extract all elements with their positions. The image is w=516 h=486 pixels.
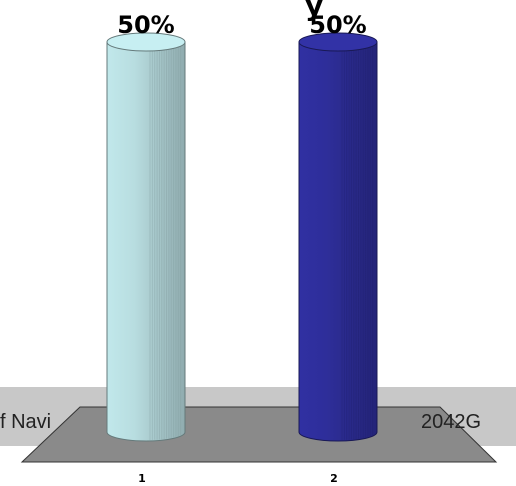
- overlay-text-left: f Navi: [0, 411, 52, 433]
- labels-group: 50% 1 50% 2: [117, 11, 366, 485]
- overlay-text-right: 2042G: [421, 411, 482, 433]
- data-label-1: 50%: [117, 11, 174, 39]
- bar-top-1: [106, 32, 186, 52]
- data-label-2: 50%: [309, 11, 366, 39]
- bar-top-2: [298, 32, 378, 52]
- bar-body-2: [298, 41, 378, 442]
- tick-label-1: 1: [138, 472, 146, 485]
- tick-label-2: 2: [330, 472, 338, 485]
- bar-2: [298, 32, 378, 442]
- cut-title-fragment: y: [305, 0, 324, 22]
- bars-group: [106, 32, 378, 442]
- bar-body-1: [106, 41, 186, 442]
- bar-1: [106, 32, 186, 442]
